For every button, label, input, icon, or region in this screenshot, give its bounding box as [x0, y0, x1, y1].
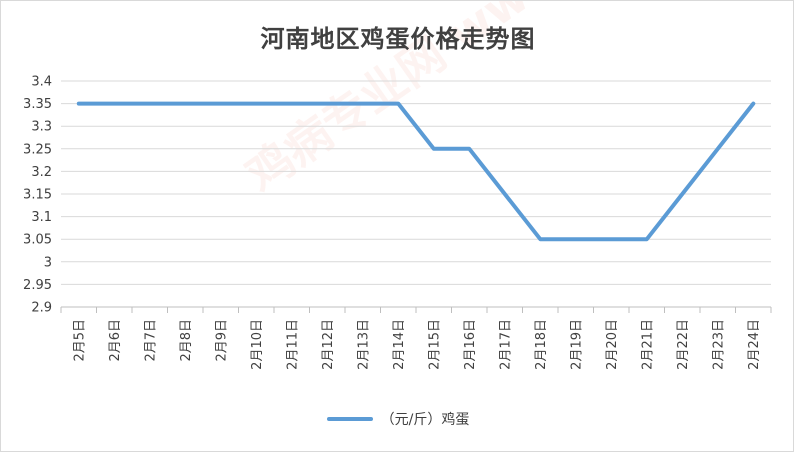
y-tick-label: 3.15	[23, 188, 52, 203]
y-tick-label: 2.9	[31, 301, 52, 316]
y-tick-label: 3.05	[23, 233, 52, 248]
legend: （元/斤）鸡蛋	[1, 409, 793, 429]
x-tick-label: 2月10日	[250, 319, 265, 370]
x-tick-label: 2月22日	[676, 319, 691, 370]
y-tick-label: 3.3	[31, 120, 52, 135]
x-tick-label: 2月15日	[427, 319, 442, 370]
chart-title: 河南地区鸡蛋价格走势图	[260, 24, 536, 53]
x-tick-label: 2月12日	[321, 319, 336, 370]
x-tick-label: 2月18日	[534, 319, 549, 370]
series-line-0	[76, 101, 756, 242]
x-tick-label: 2月13日	[356, 319, 371, 370]
y-tick-label: 3.25	[23, 142, 52, 157]
x-tick-label: 2月24日	[747, 319, 762, 370]
y-tick-label: 3.2	[31, 165, 52, 180]
x-tick-label: 2月23日	[711, 319, 726, 370]
y-axis-ticks: 3.4 3.35 3.3 3.25 3.2 3.15 3.1 3.05 3 2.95 2.9	[23, 75, 52, 316]
x-tick-label: 2月16日	[463, 319, 478, 370]
x-tick-label: 2月11日	[285, 319, 300, 370]
legend-swatch	[326, 417, 373, 421]
y-tick-label: 3	[44, 255, 52, 270]
x-tick-label: 2月7日	[143, 319, 158, 362]
y-tick-label: 3.35	[23, 97, 52, 112]
legend-label: （元/斤）鸡蛋	[380, 412, 470, 428]
x-tick-label: 2月5日	[72, 319, 87, 362]
x-axis-ticks: 2月5日 2月6日 2月7日 2月8日 2月9日 2月10日 2月11日 2月12日 2月13日…	[60, 307, 772, 370]
x-tick-label: 2月9日	[214, 319, 229, 362]
x-tick-label: 2月19日	[569, 319, 584, 370]
x-tick-label: 2月17日	[498, 319, 513, 370]
x-tick-label: 2月6日	[108, 319, 123, 362]
x-tick-label: 2月8日	[179, 319, 194, 362]
y-tick-label: 3.4	[31, 75, 52, 90]
y-tick-label: 2.95	[23, 278, 52, 293]
x-tick-label: 2月21日	[640, 319, 655, 370]
series-layer	[76, 101, 756, 242]
x-tick-label: 2月14日	[392, 319, 407, 370]
grid-lines	[61, 80, 771, 308]
y-tick-label: 3.1	[31, 210, 52, 225]
x-tick-label: 2月20日	[605, 319, 620, 370]
